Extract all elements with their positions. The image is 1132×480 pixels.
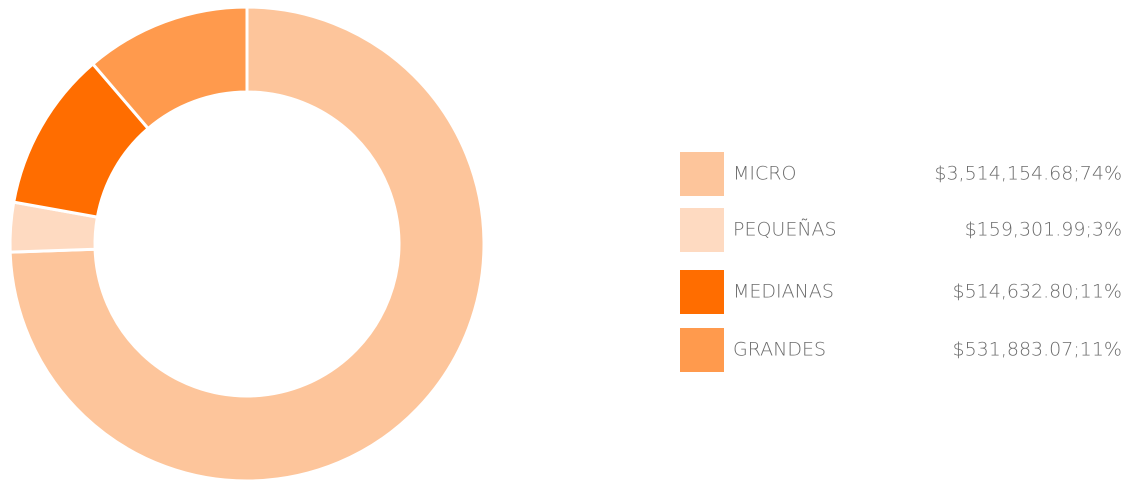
legend-value: $3,514,154.68;74% <box>934 163 1122 185</box>
slice <box>8 5 486 480</box>
legend-value: $531,883.07;11% <box>952 339 1122 361</box>
legend-value: $159,301.99;3% <box>965 219 1122 241</box>
legend-swatch <box>680 270 724 314</box>
legend-label: MICRO <box>733 163 796 185</box>
legend-label: GRANDES <box>733 339 826 361</box>
legend-swatch <box>680 328 724 372</box>
legend-swatch <box>680 152 724 196</box>
legend-label: MEDIANAS <box>733 281 834 303</box>
slice <box>90 5 249 131</box>
legend-swatch <box>680 208 724 252</box>
legend-value: $514,632.80;11% <box>952 281 1122 303</box>
legend-label: PEQUEÑAS <box>733 218 837 241</box>
